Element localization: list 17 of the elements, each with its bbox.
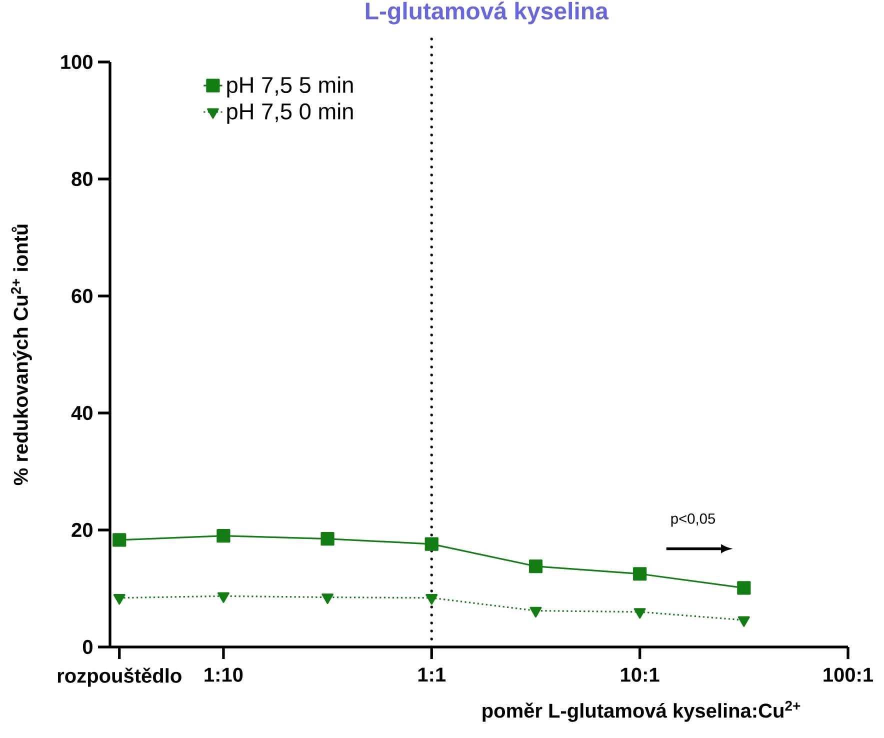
chart-title: L-glutamová kyselina <box>366 2 609 24</box>
y-tick-label: 0 <box>82 640 92 654</box>
annotation: p<0,05 <box>671 513 716 527</box>
x-tick-label: 1:1 <box>418 668 446 682</box>
x-tick-label: rozpouštědlo <box>58 668 182 687</box>
legend-label: pH 7,5 0 min <box>227 102 353 124</box>
y-tick-label: 100 <box>61 54 92 70</box>
y-axis-title: % redukovaných Cu$^{2+}$ iontů <box>11 224 32 486</box>
y-tick-label: 40 <box>71 406 92 420</box>
x-axis-title: poměr L-glutamová kyselina:Cu$^{2+}$ <box>482 700 800 722</box>
y-tick-label: 20 <box>72 522 92 538</box>
x-tick-label: 100:1 <box>824 668 874 682</box>
y-tick-label: 80 <box>72 172 92 186</box>
legend-label: pH 7,5 5 min <box>227 76 353 98</box>
x-tick-label: 1:10 <box>204 668 243 682</box>
x-tick-label: 10:1 <box>621 668 660 682</box>
y-tick-label: 60 <box>72 288 92 304</box>
